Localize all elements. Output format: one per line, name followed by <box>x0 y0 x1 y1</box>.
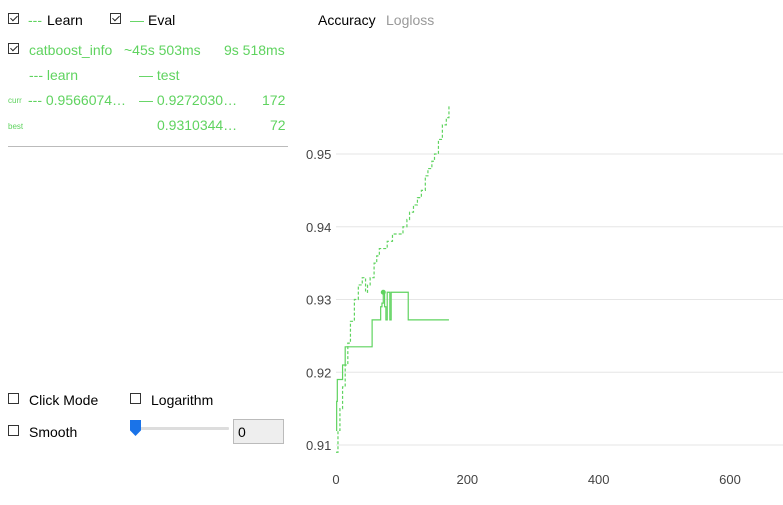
smooth-slider-thumb[interactable] <box>130 420 141 436</box>
learn-column-header: --- learn <box>29 67 79 83</box>
run-name: catboost_info <box>29 42 113 58</box>
tab-accuracy[interactable]: Accuracy <box>318 12 376 28</box>
run-remaining-time: 9s 518ms <box>224 42 285 58</box>
eval-legend-symbol: — <box>130 12 144 28</box>
x-tick-label: 600 <box>719 472 741 487</box>
info-divider <box>8 146 288 147</box>
eval-legend-label: Eval <box>148 12 176 28</box>
y-tick-label: 0.95 <box>306 147 331 162</box>
smooth-slider-track[interactable] <box>131 427 229 430</box>
best-point-marker <box>380 289 386 295</box>
y-tick-label: 0.92 <box>306 365 331 380</box>
best-iteration: 72 <box>270 117 286 133</box>
logarithm-label: Logarithm <box>151 392 214 408</box>
y-tick-label: 0.93 <box>306 293 331 308</box>
tab-logloss[interactable]: Logloss <box>386 12 435 28</box>
y-tick-label: 0.91 <box>306 438 331 453</box>
test-column-header: — test <box>139 67 180 83</box>
best-row-label: best <box>8 122 24 131</box>
logarithm-checkbox[interactable] <box>130 393 141 404</box>
y-tick-label: 0.94 <box>306 220 331 235</box>
learn-series-line <box>336 105 450 453</box>
smooth-label: Smooth <box>29 424 78 440</box>
curr-iteration: 172 <box>262 92 286 108</box>
run-elapsed-time: ~45s 503ms <box>124 42 201 58</box>
x-tick-label: 0 <box>332 472 339 487</box>
x-tick-label: 200 <box>456 472 478 487</box>
learn-legend-label: Learn <box>47 12 83 28</box>
curr-row-label: curr <box>8 96 22 105</box>
click-mode-checkbox[interactable] <box>8 393 19 404</box>
smooth-checkbox[interactable] <box>8 425 19 436</box>
run-checkbox[interactable] <box>8 43 19 54</box>
curr-test-value: — 0.9272030… <box>139 92 238 108</box>
smooth-value-input[interactable] <box>233 419 284 444</box>
learn-legend-symbol: --- <box>28 12 42 28</box>
eval-checkbox[interactable] <box>110 13 121 24</box>
x-tick-label: 400 <box>588 472 610 487</box>
curr-learn-value: --- 0.9566074… <box>28 92 127 108</box>
test-series-line <box>336 291 449 432</box>
click-mode-label: Click Mode <box>29 392 99 408</box>
best-test-value: 0.9310344… <box>157 117 238 133</box>
learn-checkbox[interactable] <box>8 13 19 24</box>
